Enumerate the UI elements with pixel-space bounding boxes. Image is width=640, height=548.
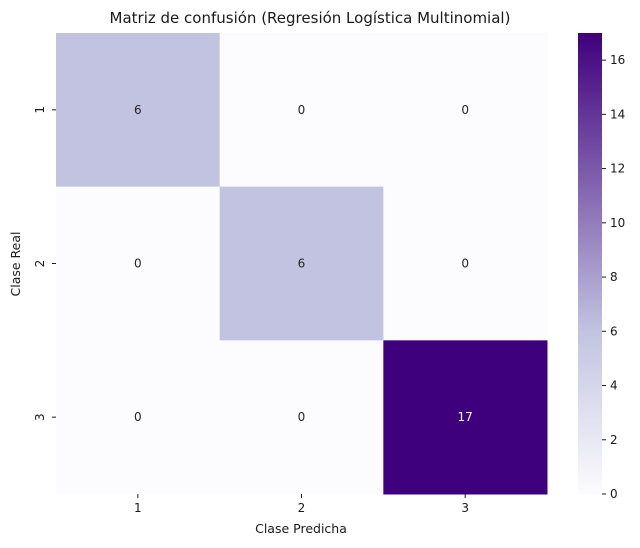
heatmap-cell-r3-c3 <box>383 340 548 495</box>
heatmap-cells <box>56 33 548 495</box>
cell-value-r3-c3: 17 <box>458 410 473 424</box>
colorbar-ticks: 0 2 4 6 8 10 12 14 16 <box>602 53 625 501</box>
cell-value-r3-c1: 0 <box>134 410 142 424</box>
heatmap-cell-r2-c1 <box>56 186 221 341</box>
heatmap-cell-r2-c2 <box>219 186 384 341</box>
colorbar-tick-label-14: 14 <box>610 107 625 121</box>
colorbar-tick-label-0: 0 <box>610 487 618 501</box>
cell-value-r1-c2: 0 <box>298 103 306 117</box>
heatmap-cell-r1-c1 <box>56 33 221 188</box>
colorbar <box>578 33 602 494</box>
y-axis-ticks: 1 2 3 <box>33 106 56 421</box>
colorbar-tick-label-8: 8 <box>610 270 618 284</box>
heatmap-cell-r3-c1 <box>56 340 221 495</box>
heatmap-cell-r3-c2 <box>219 340 384 495</box>
x-tick-label-2: 2 <box>298 501 306 515</box>
cell-value-r2-c3: 0 <box>461 257 469 271</box>
x-axis-label: Clase Predicha <box>255 521 347 536</box>
cell-value-r2-c2: 6 <box>298 257 306 271</box>
x-tick-label-3: 3 <box>461 501 469 515</box>
colorbar-tick-label-6: 6 <box>610 324 618 338</box>
cell-value-labels: 6 0 0 0 6 0 0 0 17 <box>134 103 473 424</box>
chart-title: Matriz de confusión (Regresión Logística… <box>110 9 511 27</box>
cell-value-r2-c1: 0 <box>134 257 142 271</box>
x-tick-label-1: 1 <box>134 501 142 515</box>
x-axis-ticks: 1 2 3 <box>134 494 469 515</box>
colorbar-tick-label-10: 10 <box>610 216 625 230</box>
colorbar-tick-label-16: 16 <box>610 53 625 67</box>
cell-value-r1-c3: 0 <box>461 103 469 117</box>
heatmap-cell-r1-c2 <box>219 33 384 188</box>
colorbar-tick-label-4: 4 <box>610 379 618 393</box>
colorbar-tick-label-2: 2 <box>610 433 618 447</box>
heatmap-cell-r2-c3 <box>383 186 548 341</box>
y-tick-label-2: 2 <box>33 260 47 268</box>
heatmap-cell-r1-c3 <box>383 33 548 188</box>
colorbar-tick-label-12: 12 <box>610 162 625 176</box>
y-tick-label-1: 1 <box>33 106 47 114</box>
y-axis-label: Clase Real <box>8 232 23 297</box>
cell-value-r3-c2: 0 <box>298 410 306 424</box>
cell-value-r1-c1: 6 <box>134 103 142 117</box>
y-tick-label-3: 3 <box>33 413 47 421</box>
